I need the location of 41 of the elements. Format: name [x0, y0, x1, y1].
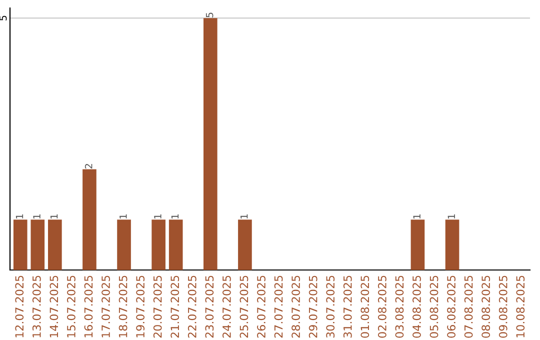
- x-tick-label: 28.07.2025: [292, 276, 300, 338]
- data-label: 1: [16, 214, 24, 219]
- x-tick-label: 08.08.2025: [482, 276, 490, 338]
- x-tick-label: 22.07.2025: [188, 276, 196, 338]
- data-label: 1: [154, 214, 162, 219]
- x-tick-label: 30.07.2025: [326, 276, 335, 338]
- data-label: 1: [50, 214, 58, 219]
- x-tick-label: 27.07.2025: [274, 276, 283, 338]
- x-tick-label: 04.08.2025: [412, 276, 421, 338]
- data-label: 1: [413, 214, 420, 219]
- x-tick-label: 06.08.2025: [447, 276, 456, 338]
- data-label: 1: [33, 214, 40, 219]
- data-label: 2: [84, 164, 92, 169]
- x-tick-label: 17.07.2025: [102, 276, 110, 338]
- x-tick-label: 02.08.2025: [378, 276, 386, 338]
- x-tick-label: 09.08.2025: [498, 276, 508, 338]
- x-tick-label: 03.08.2025: [395, 276, 404, 338]
- x-tick-label: 18.07.2025: [118, 276, 128, 338]
- x-tick-label: 24.07.2025: [222, 276, 231, 338]
- x-tick-label: 25.07.2025: [240, 276, 248, 338]
- x-tick-label: 16.07.2025: [84, 276, 93, 338]
- x-tick-label: 23.07.2025: [205, 276, 214, 338]
- data-label: 1: [171, 214, 179, 219]
- data-label: 1: [120, 214, 127, 219]
- x-tick-label: 05.08.2025: [430, 276, 438, 338]
- x-tick-label: 31.07.2025: [343, 276, 352, 338]
- x-tick-label: 21.07.2025: [170, 276, 180, 338]
- x-tick-label: 15.07.2025: [67, 276, 76, 338]
- x-tick-label: 13.07.2025: [32, 276, 41, 338]
- x-tick-label: 01.08.2025: [360, 276, 370, 338]
- x-tick-label: 19.07.2025: [136, 276, 145, 338]
- x-tick-label: 10.08.2025: [516, 276, 525, 338]
- x-tick-label: 20.07.2025: [153, 276, 162, 338]
- data-label: 1: [240, 214, 248, 219]
- data-label: 5: [206, 12, 214, 18]
- x-tick-label: 14.07.2025: [50, 276, 58, 338]
- x-tick-label: 29.07.2025: [308, 276, 318, 338]
- data-label: 1: [448, 214, 455, 219]
- x-tick-label: 12.07.2025: [15, 276, 24, 338]
- x-tick-label: 26.07.2025: [257, 276, 266, 338]
- x-tick-label: 07.08.2025: [464, 276, 473, 338]
